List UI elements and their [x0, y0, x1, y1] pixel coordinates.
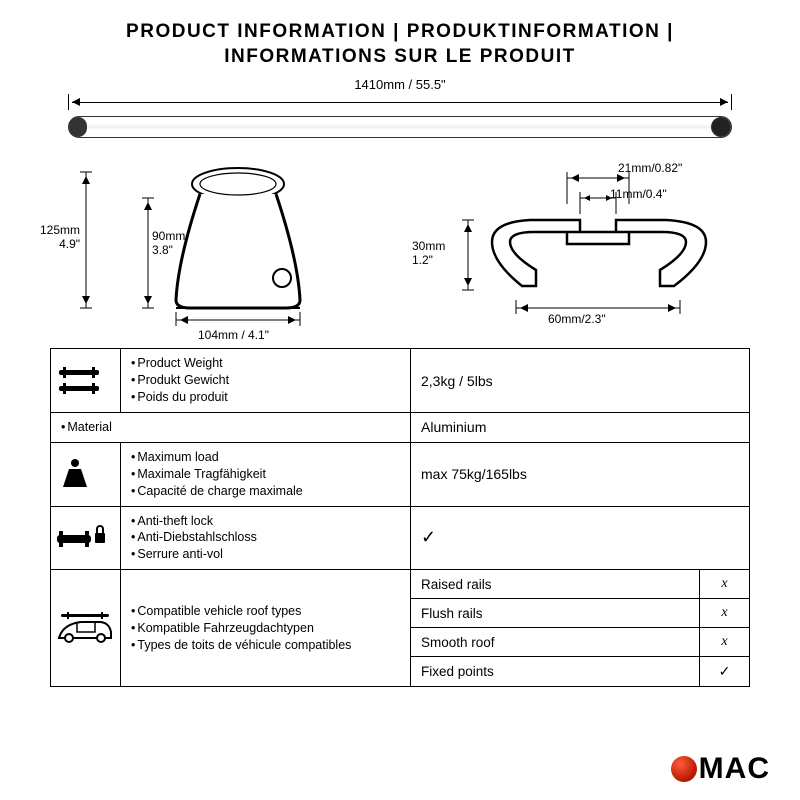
- roof-sub-1-label: Flush rails: [411, 599, 700, 628]
- logo-dot-icon: [671, 756, 697, 782]
- profile-top-slot-label: 21mm/0.82": [618, 162, 682, 175]
- roof-sub-2-val: x: [700, 628, 750, 657]
- material-value: Aluminium: [411, 413, 750, 443]
- roof-sub-0-val: x: [700, 570, 750, 599]
- roof-icon: [51, 570, 121, 687]
- roof-label-de: Kompatible Fahrzeugdachtypen: [131, 620, 400, 637]
- load-value: max 75kg/165lbs: [411, 442, 750, 506]
- lock-label-de: Anti-Diebstahlschloss: [131, 529, 400, 546]
- page-title: PRODUCT INFORMATION | PRODUKTINFORMATION…: [50, 20, 750, 69]
- material-label: Material: [61, 419, 400, 436]
- foot-width-label: 104mm / 4.1": [198, 329, 269, 342]
- load-label-fr: Capacité de charge maximale: [131, 483, 400, 500]
- crossbar-drawing: [68, 116, 732, 138]
- row-material: Material Aluminium: [51, 413, 750, 443]
- profile-height-label: 30mm1.2": [412, 240, 445, 266]
- foot-diagram: 125mm4.9" 90mm3.8" 104mm / 4.1": [60, 150, 380, 330]
- logo-text: MAC: [699, 752, 770, 786]
- foot-outer-height-label: 125mm4.9": [40, 224, 80, 250]
- profile-diagram: 21mm/0.82" 11mm/0.4" 30mm1.2" 60mm/2.3": [420, 150, 740, 330]
- roof-sub-3-val: ✓: [700, 657, 750, 687]
- roof-sub-2-label: Smooth roof: [411, 628, 700, 657]
- length-dimension-line: [68, 94, 732, 110]
- lock-icon: [51, 506, 121, 570]
- spec-table: Product Weight Produkt Gewicht Poids du …: [50, 348, 750, 687]
- roof-label-en: Compatible vehicle roof types: [131, 603, 400, 620]
- weight-label-en: Product Weight: [131, 355, 400, 372]
- roof-sub-1-val: x: [700, 599, 750, 628]
- row-weight: Product Weight Produkt Gewicht Poids du …: [51, 349, 750, 413]
- profile-inner-slot-label: 11mm/0.4": [610, 188, 667, 201]
- brand-logo: MAC: [671, 752, 770, 786]
- row-lock: Anti-theft lock Anti-Diebstahlschloss Se…: [51, 506, 750, 570]
- weight-icon: [51, 349, 121, 413]
- load-label-en: Maximum load: [131, 449, 400, 466]
- length-dimension-label: 1410mm / 55.5": [50, 77, 750, 92]
- roof-sub-0-label: Raised rails: [411, 570, 700, 599]
- lock-label-en: Anti-theft lock: [131, 513, 400, 530]
- lock-label-fr: Serrure anti-vol: [131, 546, 400, 563]
- weight-label-fr: Poids du produit: [131, 389, 400, 406]
- weight-value: 2,3kg / 5lbs: [411, 349, 750, 413]
- weight-label-de: Produkt Gewicht: [131, 372, 400, 389]
- load-icon: [51, 442, 121, 506]
- lock-value: ✓: [411, 506, 750, 570]
- load-label-de: Maximale Tragfähigkeit: [131, 466, 400, 483]
- profile-width-label: 60mm/2.3": [548, 313, 606, 326]
- roof-label-fr: Types de toits de véhicule compatibles: [131, 637, 400, 654]
- row-load: Maximum load Maximale Tragfähigkeit Capa…: [51, 442, 750, 506]
- row-roof-0: Compatible vehicle roof types Kompatible…: [51, 570, 750, 599]
- roof-sub-3-label: Fixed points: [411, 657, 700, 687]
- foot-inner-height-label: 90mm3.8": [152, 230, 185, 256]
